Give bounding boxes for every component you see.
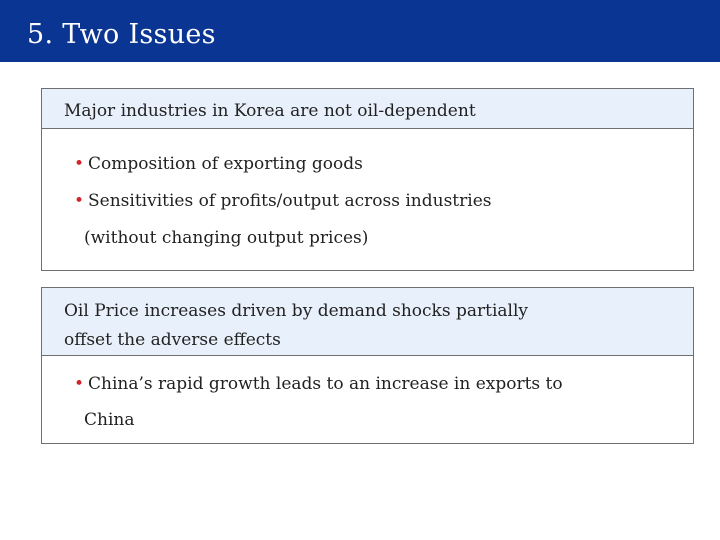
bullet-text: China’s rapid growth leads to an increas… xyxy=(88,374,563,394)
bullet-icon: • xyxy=(74,154,85,174)
issue-1-heading: Major industries in Korea are not oil-de… xyxy=(64,101,476,121)
list-item: • China’s rapid growth leads to an increa… xyxy=(74,374,563,394)
bullet-continuation: (without changing output prices) xyxy=(84,228,369,248)
title-bar: 5. Two Issues xyxy=(0,0,720,62)
issue-1-heading-bar: Major industries in Korea are not oil-de… xyxy=(42,89,693,129)
slide-title: 5. Two Issues xyxy=(27,19,216,50)
issue-2-body: • China’s rapid growth leads to an increa… xyxy=(42,356,693,443)
issue-2-heading-bar: Oil Price increases driven by demand sho… xyxy=(42,288,693,356)
bullet-text: Sensitivities of profits/output across i… xyxy=(88,191,492,211)
list-item: • Composition of exporting goods xyxy=(74,154,363,174)
issue-1-box: Major industries in Korea are not oil-de… xyxy=(41,88,694,271)
bullet-icon: • xyxy=(74,191,85,211)
issue-2-box: Oil Price increases driven by demand sho… xyxy=(41,287,694,444)
list-item: • Sensitivities of profits/output across … xyxy=(74,191,491,211)
bullet-continuation: China xyxy=(84,410,135,430)
bullet-text: Composition of exporting goods xyxy=(88,154,363,174)
issue-2-heading-line: Oil Price increases driven by demand sho… xyxy=(64,301,529,321)
issue-1-body: • Composition of exporting goods • Sensiti… xyxy=(42,129,693,270)
bullet-icon: • xyxy=(74,374,85,394)
issue-2-heading-line: offset the adverse effects xyxy=(64,330,281,350)
